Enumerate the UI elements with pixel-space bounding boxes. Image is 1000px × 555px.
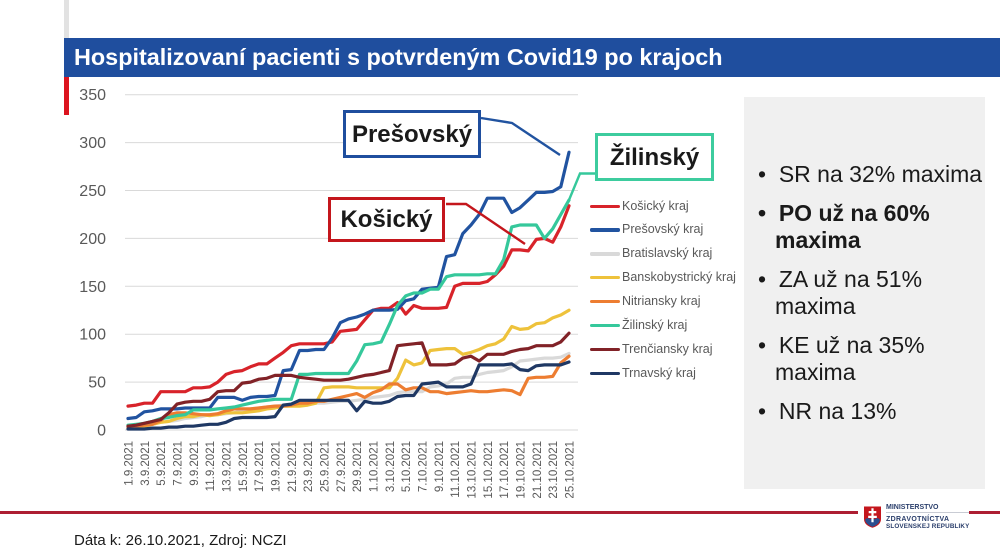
svg-text:15.9.2021: 15.9.2021	[238, 441, 250, 492]
svg-text:0: 0	[97, 423, 106, 440]
svg-text:19.10.2021: 19.10.2021	[516, 441, 528, 499]
svg-text:100: 100	[79, 327, 106, 344]
svg-text:3.9.2021: 3.9.2021	[140, 441, 152, 486]
svg-text:1.9.2021: 1.9.2021	[124, 441, 136, 486]
svg-text:200: 200	[79, 231, 106, 248]
svg-text:150: 150	[79, 279, 106, 296]
svg-text:9.9.2021: 9.9.2021	[189, 441, 201, 486]
svg-text:25.10.2021: 25.10.2021	[565, 441, 577, 499]
svg-text:21.10.2021: 21.10.2021	[532, 441, 544, 499]
svg-text:29.9.2021: 29.9.2021	[352, 441, 364, 492]
svg-text:13.9.2021: 13.9.2021	[222, 441, 234, 492]
svg-text:5.9.2021: 5.9.2021	[156, 441, 168, 486]
svg-text:17.10.2021: 17.10.2021	[499, 441, 511, 499]
svg-text:11.10.2021: 11.10.2021	[450, 441, 462, 498]
svg-text:50: 50	[88, 375, 106, 392]
svg-text:15.10.2021: 15.10.2021	[483, 441, 495, 499]
svg-text:23.9.2021: 23.9.2021	[303, 441, 315, 492]
svg-text:350: 350	[79, 87, 106, 104]
svg-text:17.9.2021: 17.9.2021	[254, 441, 266, 492]
svg-text:11.9.2021: 11.9.2021	[205, 441, 217, 491]
svg-text:25.9.2021: 25.9.2021	[320, 441, 332, 492]
svg-text:7.10.2021: 7.10.2021	[418, 441, 430, 492]
svg-text:21.9.2021: 21.9.2021	[287, 441, 299, 492]
svg-text:9.10.2021: 9.10.2021	[434, 441, 446, 492]
svg-text:300: 300	[79, 135, 106, 152]
svg-text:7.9.2021: 7.9.2021	[173, 441, 185, 486]
svg-text:3.10.2021: 3.10.2021	[385, 441, 397, 492]
svg-text:23.10.2021: 23.10.2021	[548, 441, 560, 499]
svg-text:19.9.2021: 19.9.2021	[271, 441, 283, 492]
svg-text:1.10.2021: 1.10.2021	[369, 441, 381, 492]
svg-text:27.9.2021: 27.9.2021	[336, 441, 348, 492]
svg-text:5.10.2021: 5.10.2021	[401, 441, 413, 492]
svg-text:250: 250	[79, 183, 106, 200]
svg-text:13.10.2021: 13.10.2021	[467, 441, 479, 499]
